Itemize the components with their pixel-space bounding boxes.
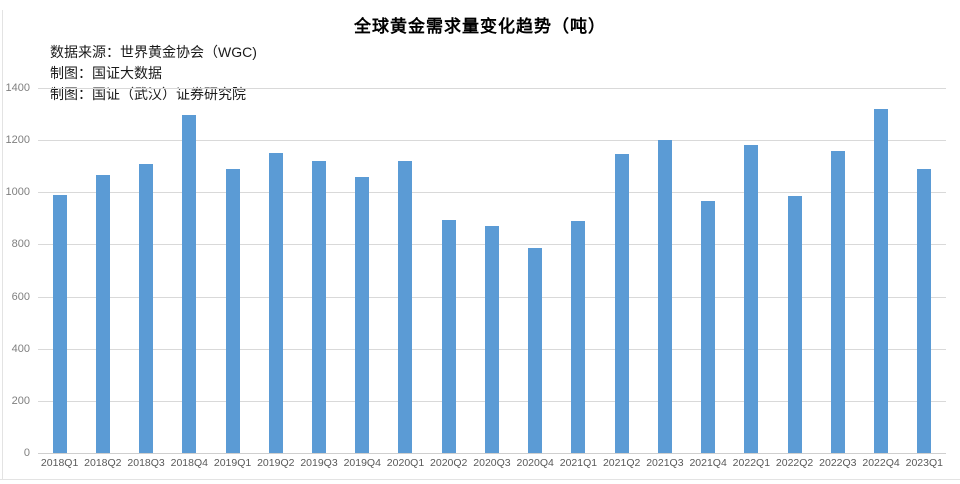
bar-slot <box>81 88 124 453</box>
y-axis-tick-label: 1000 <box>5 186 30 199</box>
x-axis-tick-label: 2021Q1 <box>559 457 598 469</box>
source-note-line: 制图：国证（武汉）证券研究院 <box>50 86 246 102</box>
y-axis-tick-label: 1400 <box>5 82 30 94</box>
bar-2022Q1 <box>744 145 759 453</box>
bar-slot <box>211 88 254 453</box>
y-axis-tick-label: 200 <box>11 394 30 407</box>
bar-2019Q2 <box>268 153 283 453</box>
x-axis-tick-label: 2020Q1 <box>386 457 425 469</box>
bar-slot <box>38 88 81 453</box>
bar-2020Q2 <box>441 219 456 453</box>
plot-area <box>38 88 946 454</box>
y-axis: 0 200 400 600 800 1000 1200 1400 <box>0 82 30 459</box>
source-note-line: 制图：国证大数据 <box>50 65 162 81</box>
bar-slot <box>168 88 211 453</box>
bar-slot <box>427 88 470 453</box>
bar-slot <box>903 88 946 453</box>
x-axis-tick-label: 2020Q3 <box>473 457 511 469</box>
x-axis-tick-label: 2019Q4 <box>343 457 381 469</box>
bar-2020Q3 <box>484 226 499 453</box>
bar-slot <box>859 88 902 453</box>
bar-slot <box>470 88 513 453</box>
x-axis-tick-label: 2021Q3 <box>646 457 684 469</box>
x-axis-tick-label: 2023Q1 <box>905 457 943 469</box>
y-axis-tick-label: 600 <box>11 290 30 303</box>
bar-2020Q4 <box>528 248 543 453</box>
bar-slot <box>341 88 384 453</box>
bar-slot <box>643 88 686 453</box>
x-axis-tick-label: 2022Q1 <box>732 457 771 469</box>
x-axis: 2018Q1 2018Q2 2018Q3 2018Q4 2019Q1 2019Q2 2019… <box>38 457 946 469</box>
x-axis-tick-label: 2019Q2 <box>257 457 295 469</box>
bar-slot <box>297 88 340 453</box>
x-axis-tick-label: 2022Q4 <box>862 457 900 469</box>
bar-slot <box>730 88 773 453</box>
x-axis-tick-label: 2018Q3 <box>127 457 165 469</box>
x-axis-tick-label: 2020Q4 <box>516 457 554 469</box>
y-axis-tick-label: 1200 <box>5 134 30 147</box>
x-axis-tick-label: 2018Q1 <box>40 457 79 469</box>
y-axis-tick-label: 400 <box>11 342 30 355</box>
x-axis-tick-label: 2019Q1 <box>213 457 252 469</box>
bar-2018Q2 <box>95 175 110 453</box>
gridline <box>38 192 946 194</box>
bar-2021Q1 <box>571 220 586 453</box>
bar-slot <box>124 88 167 453</box>
x-axis-tick-label: 2018Q4 <box>170 457 208 469</box>
bar-2018Q3 <box>139 163 154 453</box>
gridline <box>38 88 946 89</box>
x-axis-tick-label: 2018Q2 <box>84 457 122 469</box>
bar-2019Q1 <box>225 168 240 453</box>
source-note-line: 数据来源：世界黄金协会（WGC) <box>50 44 257 60</box>
bar-slot <box>254 88 297 453</box>
x-axis-tick-label: 2022Q3 <box>819 457 857 469</box>
bar-2019Q4 <box>355 176 370 453</box>
bar-2020Q1 <box>398 161 413 453</box>
x-axis-tick-label: 2021Q2 <box>602 457 641 469</box>
x-axis-line <box>38 453 946 454</box>
x-axis-tick-label: 2022Q2 <box>775 457 814 469</box>
bar-slot <box>384 88 427 453</box>
bar-slot <box>816 88 859 453</box>
bar-2022Q3 <box>830 150 845 453</box>
source-notes: 数据来源：世界黄金协会（WGC) 制图：国证大数据 制图：国证（武汉）证券研究院 <box>50 42 257 105</box>
bar-2021Q2 <box>614 154 629 453</box>
bar-2022Q4 <box>874 108 889 453</box>
bar-slot <box>600 88 643 453</box>
x-axis-tick-label: 2020Q2 <box>430 457 468 469</box>
window-left-border <box>2 10 3 480</box>
bar-2019Q3 <box>312 161 327 453</box>
bar-2023Q1 <box>917 168 932 453</box>
bar-2021Q3 <box>657 140 672 453</box>
window-bottom-border <box>0 479 960 480</box>
bar-2018Q4 <box>182 115 197 453</box>
bar-slot <box>557 88 600 453</box>
y-axis-tick-label: 800 <box>11 238 30 251</box>
x-axis-tick-label: 2019Q3 <box>300 457 338 469</box>
chart-title: 全球黄金需求量变化趋势（吨） <box>354 17 606 36</box>
x-axis-tick-label: 2021Q4 <box>689 457 727 469</box>
bar-2021Q4 <box>701 201 716 453</box>
bar-slot <box>687 88 730 453</box>
bar-slot <box>514 88 557 453</box>
bar-2018Q1 <box>52 194 67 453</box>
gridline <box>38 140 946 142</box>
bar-slot <box>773 88 816 453</box>
bar-2022Q2 <box>787 196 802 453</box>
y-axis-tick-label: 0 <box>23 447 30 459</box>
bar-series <box>38 88 946 453</box>
